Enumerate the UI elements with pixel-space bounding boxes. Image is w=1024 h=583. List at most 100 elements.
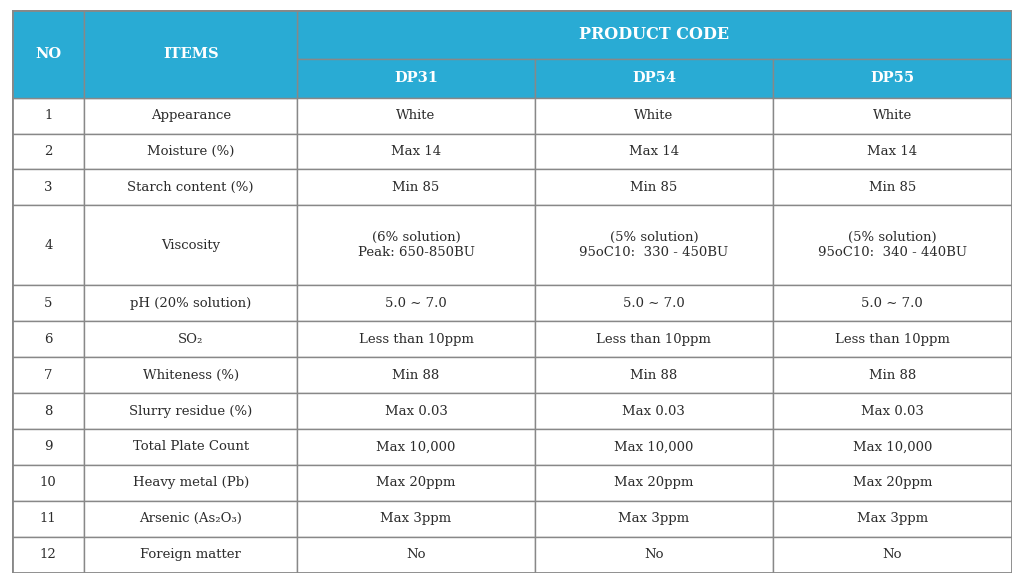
Bar [12, 134, 84, 170]
Bar [535, 170, 773, 205]
Text: Max 10,000: Max 10,000 [853, 440, 932, 454]
Bar [297, 134, 535, 170]
Text: Less than 10ppm: Less than 10ppm [358, 333, 473, 346]
Bar [297, 501, 535, 536]
Text: Max 3ppm: Max 3ppm [857, 512, 928, 525]
Bar [773, 205, 1012, 286]
Bar [773, 393, 1012, 429]
Text: Max 20ppm: Max 20ppm [853, 476, 932, 489]
Bar [297, 465, 535, 501]
Bar [773, 465, 1012, 501]
Bar [84, 286, 297, 321]
Text: 5: 5 [44, 297, 52, 310]
Text: 5.0 ∼ 7.0: 5.0 ∼ 7.0 [623, 297, 685, 310]
Text: Heavy metal (Pb): Heavy metal (Pb) [132, 476, 249, 489]
Text: 10: 10 [40, 476, 56, 489]
Text: Max 20ppm: Max 20ppm [377, 476, 456, 489]
Bar [84, 465, 297, 501]
Bar [773, 59, 1012, 98]
Text: SO₂: SO₂ [178, 333, 204, 346]
Text: Starch content (%): Starch content (%) [127, 181, 254, 194]
Bar [84, 357, 297, 393]
Text: ITEMS: ITEMS [163, 71, 218, 85]
Bar [84, 170, 297, 205]
Bar [535, 98, 773, 134]
Text: 12: 12 [40, 548, 56, 561]
Text: Moisture (%): Moisture (%) [147, 145, 234, 158]
Bar [12, 98, 84, 134]
Text: Min 85: Min 85 [631, 181, 678, 194]
Text: Max 14: Max 14 [629, 145, 679, 158]
Bar [12, 170, 84, 205]
Bar [84, 501, 297, 536]
Text: DP31: DP31 [394, 71, 438, 85]
Bar [535, 501, 773, 536]
Text: Max 3ppm: Max 3ppm [618, 512, 689, 525]
Bar [773, 429, 1012, 465]
Bar [297, 170, 535, 205]
Text: NO: NO [35, 71, 61, 85]
Bar [297, 429, 535, 465]
Bar [297, 536, 535, 573]
Bar [535, 393, 773, 429]
Bar [84, 205, 297, 286]
Text: 1: 1 [44, 109, 52, 122]
Bar [297, 393, 535, 429]
Text: PRODUCT CODE: PRODUCT CODE [580, 26, 729, 43]
Text: Max 14: Max 14 [867, 145, 918, 158]
Bar [535, 286, 773, 321]
Bar [773, 321, 1012, 357]
Bar [84, 10, 297, 98]
Bar [297, 205, 535, 286]
Text: NO: NO [35, 47, 61, 61]
Bar [12, 357, 84, 393]
Text: Max 10,000: Max 10,000 [377, 440, 456, 454]
Bar [84, 321, 297, 357]
Bar [773, 286, 1012, 321]
Bar [297, 98, 535, 134]
Bar [12, 393, 84, 429]
Bar [84, 134, 297, 170]
Bar [84, 59, 297, 98]
Text: 9: 9 [44, 440, 52, 454]
Bar [84, 393, 297, 429]
Text: Max 20ppm: Max 20ppm [614, 476, 693, 489]
Text: Max 3ppm: Max 3ppm [381, 512, 452, 525]
Bar [12, 205, 84, 286]
Bar [84, 536, 297, 573]
Text: Total Plate Count: Total Plate Count [133, 440, 249, 454]
Bar [297, 286, 535, 321]
Text: 11: 11 [40, 512, 56, 525]
Bar [535, 59, 773, 98]
Text: Max 0.03: Max 0.03 [861, 405, 924, 417]
Text: Min 85: Min 85 [868, 181, 915, 194]
Bar [535, 536, 773, 573]
Text: White: White [872, 109, 912, 122]
Text: pH (20% solution): pH (20% solution) [130, 297, 251, 310]
Bar [535, 321, 773, 357]
Text: Arsenic (As₂O₃): Arsenic (As₂O₃) [139, 512, 242, 525]
Text: 5.0 ∼ 7.0: 5.0 ∼ 7.0 [861, 297, 924, 310]
Text: Whiteness (%): Whiteness (%) [142, 368, 239, 382]
Text: 6: 6 [44, 333, 52, 346]
Text: No: No [883, 548, 902, 561]
Bar [84, 98, 297, 134]
Text: (6% solution)
Peak: 650-850BU: (6% solution) Peak: 650-850BU [357, 231, 474, 259]
Bar [297, 357, 535, 393]
Text: DP55: DP55 [870, 71, 914, 85]
Bar [773, 170, 1012, 205]
Bar [773, 501, 1012, 536]
Text: 7: 7 [44, 368, 52, 382]
Bar [297, 59, 535, 98]
Text: Less than 10ppm: Less than 10ppm [597, 333, 712, 346]
Text: White: White [396, 109, 435, 122]
Text: Min 88: Min 88 [631, 368, 678, 382]
Bar [773, 357, 1012, 393]
Bar [12, 286, 84, 321]
Bar [297, 321, 535, 357]
Bar [297, 10, 1012, 59]
Bar [12, 501, 84, 536]
Bar [12, 10, 297, 59]
Bar [535, 357, 773, 393]
Text: 8: 8 [44, 405, 52, 417]
